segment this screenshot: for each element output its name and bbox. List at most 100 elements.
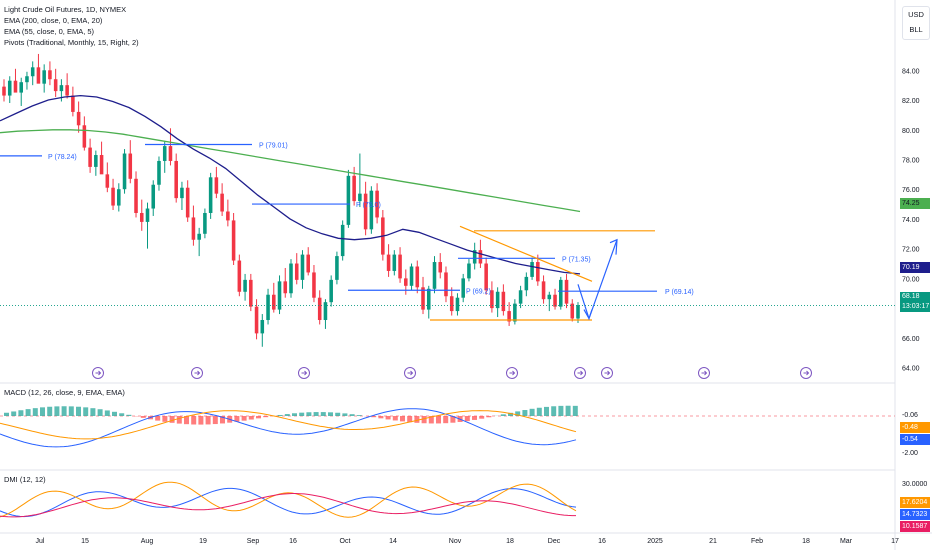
candle-body (346, 175, 351, 225)
symbol-title: Light Crude Oil Futures, 1D, NYMEX (4, 5, 127, 14)
macd-histogram-bar (263, 416, 269, 418)
candle-body (289, 263, 293, 294)
time-tick-label: 2025 (647, 538, 663, 545)
macd-histogram-bar (479, 416, 485, 419)
macd-histogram-bar (220, 416, 225, 424)
macd-histogram-bar (205, 416, 211, 425)
macd-histogram-bar (97, 409, 103, 416)
candle-body (306, 254, 310, 273)
currency-unit-selector[interactable]: USD BLL (902, 6, 930, 40)
macd-histogram-bar (18, 410, 24, 416)
candle-body (478, 250, 483, 264)
macd-histogram-bar (385, 416, 391, 420)
candle-body (139, 212, 144, 222)
price-tick-label: 80.00 (902, 128, 920, 135)
adx-line (0, 493, 576, 518)
candle-body (82, 125, 87, 148)
macd-histogram-bar (421, 416, 427, 424)
macd-histogram-bar (40, 407, 45, 416)
macd-histogram-bar (47, 406, 53, 416)
macd-histogram-bar (4, 412, 9, 416)
candle-body (174, 160, 178, 199)
candle-body (576, 305, 580, 319)
pivot-label: P (79.01) (259, 142, 288, 149)
macd-line-tag: -0.54 (900, 434, 930, 445)
pivot-label: P (75.0) (356, 202, 381, 209)
macd-histogram-bar (378, 416, 384, 419)
candle-body (260, 320, 265, 334)
time-tick-label: 15 (81, 538, 89, 545)
candle-body (369, 190, 374, 230)
macd-histogram-bar (248, 416, 254, 420)
macd-histogram-bar (68, 406, 74, 416)
arrow-head-icon (609, 238, 618, 255)
candle-body (398, 254, 402, 279)
candle-body (151, 184, 156, 209)
candle-body (323, 302, 328, 321)
candle-body (65, 85, 69, 96)
candle-body (294, 263, 299, 280)
ema200-line (0, 129, 581, 213)
macd-histogram-bar (371, 416, 377, 418)
last-price-value: 68.18 (902, 293, 920, 300)
candle-body (48, 70, 52, 80)
macd-histogram-bar (32, 408, 38, 416)
macd-histogram-bar (54, 406, 60, 416)
macd-histogram-bar (515, 411, 521, 416)
macd-histogram-bar (443, 416, 449, 424)
ema55-legend: EMA (55, close, 0, EMA, 5) (4, 27, 95, 36)
macd-histogram-bar (508, 412, 513, 416)
time-tick-label: Nov (449, 538, 462, 545)
ema200-legend: EMA (200, close, 0, EMA, 20) (4, 16, 103, 25)
macd-histogram-bar (112, 411, 117, 416)
candle-body (375, 190, 379, 218)
candle-body (536, 262, 540, 282)
macd-histogram-bar (155, 416, 161, 421)
candle-body (105, 174, 110, 188)
candle-body (220, 193, 224, 212)
macd-line (0, 408, 577, 448)
dmi-minus-tag: 17.6204 (900, 497, 930, 508)
event-arrow-icon (509, 370, 516, 376)
macd-histogram-bar (529, 408, 535, 416)
last-price-tag: 68.18 13:03:17 (900, 292, 930, 312)
candle-body (7, 80, 12, 96)
candle-body (461, 278, 465, 298)
macd-histogram-bar (140, 416, 146, 418)
candle-body (317, 297, 322, 321)
dmi-legend: DMI (12, 12) (4, 475, 46, 484)
time-tick-label: Sep (247, 538, 260, 545)
candle-body (335, 256, 339, 280)
price-tick-label: 84.00 (902, 68, 920, 75)
candle-body (30, 67, 35, 77)
candle-body (455, 297, 460, 312)
macd-histogram-bar (436, 416, 441, 424)
candle-body (490, 290, 494, 309)
macd-histogram-bar (176, 416, 182, 424)
candle-body (352, 175, 356, 202)
candle-body (168, 146, 173, 161)
macd-histogram-bar (551, 406, 557, 416)
macd-histogram-bar (428, 416, 434, 424)
macd-histogram-bar (76, 406, 81, 416)
ema55-price-tag: 70.19 (900, 262, 930, 273)
event-arrow-icon (577, 370, 584, 376)
time-tick-label: Feb (751, 538, 763, 545)
candle-body (25, 76, 29, 83)
candle-body (421, 287, 425, 310)
candle-body (203, 212, 207, 234)
candle-body (300, 254, 305, 280)
macd-histogram-bar (83, 407, 89, 416)
candle-body (541, 281, 546, 300)
candle-body (501, 291, 506, 312)
macd-histogram-bar (90, 408, 96, 416)
price-tick-label: 78.00 (902, 157, 920, 164)
time-tick-label: 17 (891, 538, 899, 545)
macd-histogram-bar (335, 412, 341, 416)
macd-histogram-bar (61, 406, 67, 416)
time-tick-label: 14 (389, 538, 397, 545)
event-arrow-icon (301, 370, 308, 376)
macd-histogram-bar (104, 410, 110, 416)
candle-body (513, 303, 517, 322)
